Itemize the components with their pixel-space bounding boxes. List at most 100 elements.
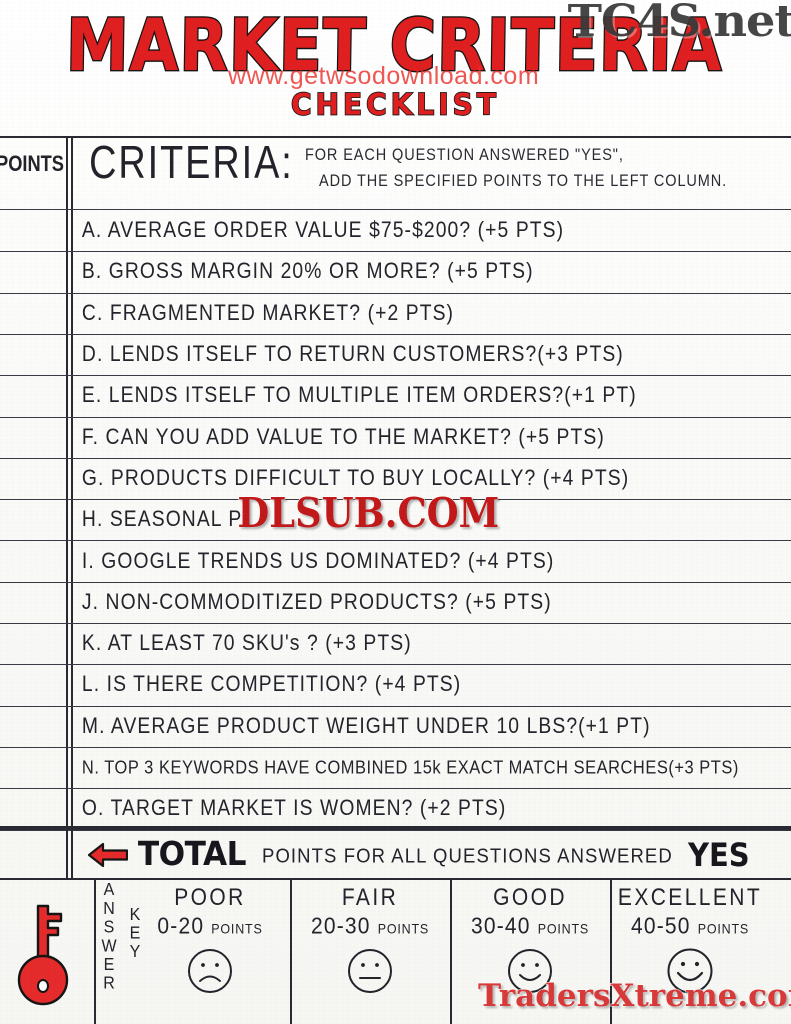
answer-key-tier-label: POOR [174,884,246,911]
row-rule [0,746,791,748]
points-cell[interactable] [0,540,66,581]
answer-key-tier-label: GOOD [493,884,567,911]
criteria-row-text: N. TOP 3 KEYWORDS HAVE COMBINED 15k EXAC… [81,756,739,778]
answer-key-tier: EXCELLENT 40-50 POINTS [610,880,770,1024]
answer-key-tier-range: 40-50 POINTS [610,914,770,940]
total-divider-right [71,830,73,878]
criteria-row-text: O. TARGET MARKET IS WOMEN? (+2 PTS) [81,795,507,821]
answer-key-divider-3 [610,880,612,1024]
sad-face-icon [130,947,290,995]
row-rule [0,457,791,459]
points-cell[interactable] [0,664,66,705]
criteria-row[interactable]: C. FRAGMENTED MARKET? (+2 PTS) [73,293,791,334]
page-title: MARKET CRITERIA [64,3,725,89]
answer-key-tier-range: 30-40 POINTS [450,914,610,940]
criteria-row[interactable]: H. SEASONAL P [73,499,791,540]
answer-key-tier-label: EXCELLENT [617,884,763,911]
points-column-header: POINTS [0,152,64,177]
points-cell[interactable] [0,251,66,292]
row-rule [0,540,791,542]
criteria-row[interactable]: O. TARGET MARKET IS WOMEN? (+2 PTS) [73,788,791,829]
answer-key-tier-range-value: 30-40 [470,913,538,940]
column-divider-right [71,138,73,830]
criteria-row-text: H. SEASONAL P [81,506,243,532]
points-cell[interactable] [0,417,66,458]
row-rule [0,333,791,335]
criteria-row[interactable]: L. IS THERE COMPETITION? (+4 PTS) [73,664,791,705]
answer-key-tier-units: POINTS [697,921,750,937]
points-cell[interactable] [0,623,66,664]
criteria-row-text: K. AT LEAST 70 SKU's ? (+3 PTS) [81,630,412,656]
criteria-instructions-line1: FOR EACH QUESTION ANSWERED "YES", [305,146,624,165]
row-rule [0,788,791,790]
row-rule [0,416,791,418]
points-cell[interactable] [0,375,66,416]
answer-key-tier: FAIR 20-30 POINTS [290,880,450,1024]
criteria-row-text: G. PRODUCTS DIFFICULT TO BUY LOCALLY? (+… [81,465,630,491]
criteria-row[interactable]: N. TOP 3 KEYWORDS HAVE COMBINED 15k EXAC… [73,747,791,788]
row-rule [0,581,791,583]
criteria-row[interactable]: D. LENDS ITSELF TO RETURN CUSTOMERS?(+3 … [73,334,791,375]
column-divider-left [66,138,68,830]
points-cell[interactable] [0,210,66,251]
title-area: MARKET CRITERIA CHECKLIST TC4S.net www.g… [0,0,791,136]
total-label: TOTAL [137,835,247,874]
row-rule [0,375,791,377]
criteria-row-text: F. CAN YOU ADD VALUE TO THE MARKET? (+5 … [81,424,605,450]
answer-key-tier-range-value: 20-30 [310,913,378,940]
key-icon [17,904,69,1006]
row-rule [0,705,791,707]
total-yes-label: YES [688,836,750,874]
criteria-row[interactable]: G. PRODUCTS DIFFICULT TO BUY LOCALLY? (+… [73,458,791,499]
points-cell[interactable] [0,334,66,375]
criteria-row-text: D. LENDS ITSELF TO RETURN CUSTOMERS?(+3 … [81,341,624,367]
points-cell[interactable] [0,788,66,829]
criteria-row-text: J. NON-COMMODITIZED PRODUCTS? (+5 PTS) [81,589,552,615]
criteria-row-text: B. GROSS MARGIN 20% OR MORE? (+5 PTS) [81,258,534,284]
answer-key-tier-range-value: 40-50 [630,913,698,940]
criteria-row-text: A. AVERAGE ORDER VALUE $75-$200? (+5 PTS… [81,217,565,243]
points-cell[interactable] [0,706,66,747]
page-subtitle: CHECKLIST [290,86,500,122]
answer-key-tier-units: POINTS [377,921,430,937]
total-row: TOTAL POINTS FOR ALL QUESTIONS ANSWERED … [0,828,791,880]
answer-key-tier-units: POINTS [211,921,263,937]
total-divider-left [66,830,68,878]
criteria-instructions-line2: ADD THE SPECIFIED POINTS TO THE LEFT COL… [319,172,728,191]
answer-key-divider-2 [450,880,452,1024]
criteria-column-header: CRITERIA: [89,138,294,189]
answer-key-tier-range: 20-30 POINTS [290,914,450,940]
points-cell[interactable] [0,582,66,623]
big-smile-face-icon [610,947,770,995]
criteria-row[interactable]: M. AVERAGE PRODUCT WEIGHT UNDER 10 LBS?(… [73,706,791,747]
criteria-row[interactable]: K. AT LEAST 70 SKU's ? (+3 PTS) [73,623,791,664]
criteria-row-text: I. GOOGLE TRENDS US DOMINATED? (+4 PTS) [81,547,555,574]
criteria-row-text: C. FRAGMENTED MARKET? (+2 PTS) [81,300,455,326]
row-rule [0,829,791,831]
criteria-row[interactable]: F. CAN YOU ADD VALUE TO THE MARKET? (+5 … [73,417,791,458]
answer-key-divider-1 [290,880,292,1024]
row-rule [0,251,791,253]
header-rule [0,209,791,210]
criteria-row-text: E. LENDS ITSELF TO MULTIPLE ITEM ORDERS?… [81,382,637,408]
row-rule [0,292,791,294]
points-cell[interactable] [0,458,66,499]
criteria-row[interactable]: I. GOOGLE TRENDS US DOMINATED? (+4 PTS) [73,540,791,581]
criteria-row[interactable]: E. LENDS ITSELF TO MULTIPLE ITEM ORDERS?… [73,375,791,416]
answer-key-tier-label: FAIR [341,884,399,911]
points-cell[interactable] [0,747,66,788]
answer-key-tier: GOOD 30-40 POINTS [450,880,610,1024]
points-cell[interactable] [0,499,66,540]
criteria-row-text: L. IS THERE COMPETITION? (+4 PTS) [81,671,462,697]
criteria-row[interactable]: B. GROSS MARGIN 20% OR MORE? (+5 PTS) [73,251,791,292]
criteria-row-text: M. AVERAGE PRODUCT WEIGHT UNDER 10 LBS?(… [81,713,651,739]
criteria-row[interactable]: J. NON-COMMODITIZED PRODUCTS? (+5 PTS) [73,582,791,623]
points-cell[interactable] [0,293,66,334]
answer-key-tier-range: 0-20 POINTS [130,914,290,940]
criteria-table: POINTS CRITERIA: FOR EACH QUESTION ANSWE… [0,136,791,831]
criteria-row[interactable]: A. AVERAGE ORDER VALUE $75-$200? (+5 PTS… [73,210,791,251]
criteria-instructions: FOR EACH QUESTION ANSWERED "YES", ADD TH… [305,143,785,195]
